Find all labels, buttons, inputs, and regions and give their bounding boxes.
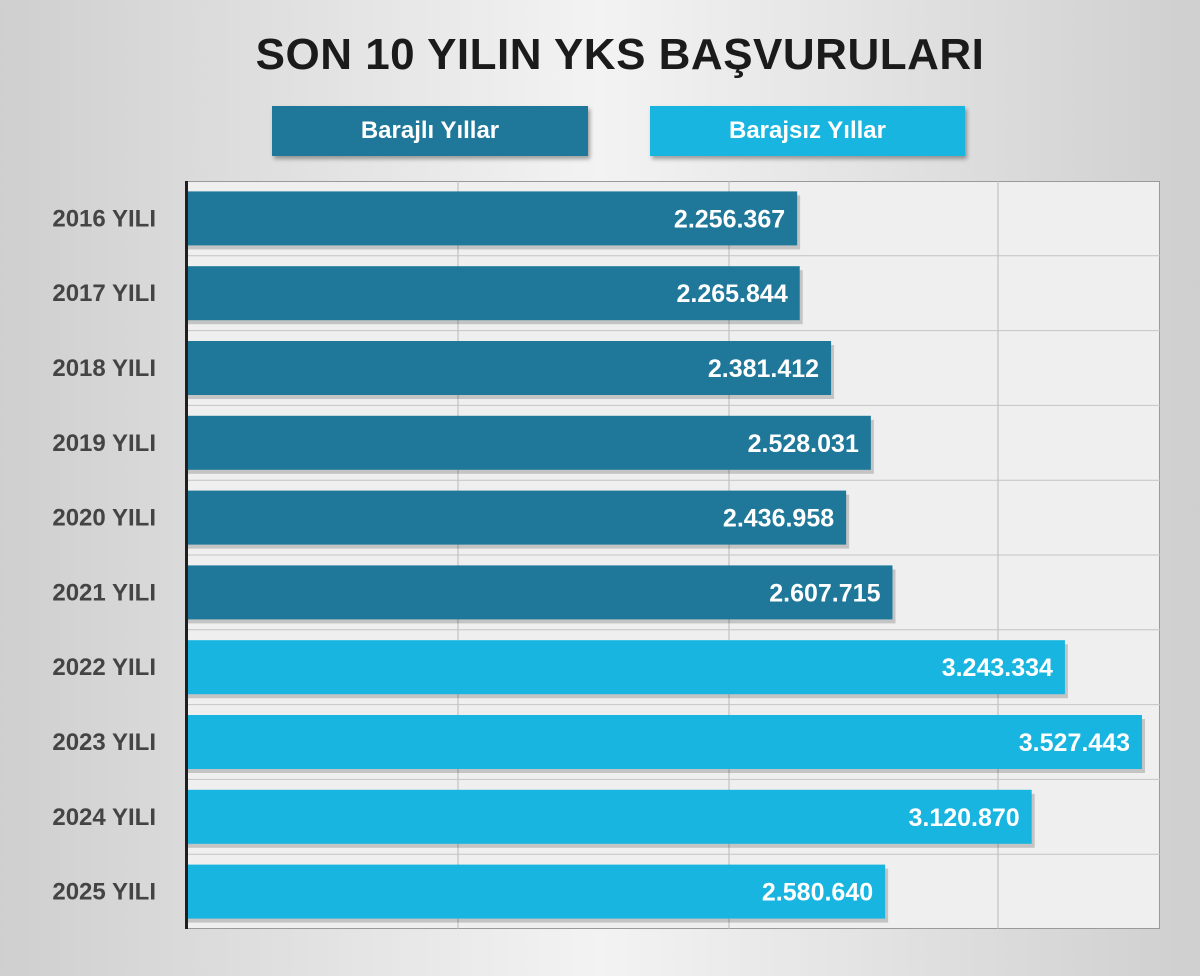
legend-label-barajli: Barajlı Yıllar — [360, 117, 500, 144]
data-label-2021: 2.607.715 — [769, 579, 880, 607]
bar-2022 — [185, 640, 1065, 695]
data-label-2022: 3.243.334 — [942, 654, 1053, 682]
bar-2019 — [185, 415, 871, 470]
category-label-2018: 2018 YILI — [52, 355, 156, 382]
data-label-2025: 2.580.640 — [762, 879, 873, 907]
category-label-2024: 2024 YILI — [52, 804, 156, 831]
category-label-2020: 2020 YILI — [52, 505, 156, 532]
category-label-2017: 2017 YILI — [52, 280, 156, 307]
category-label-2022: 2022 YILI — [52, 654, 156, 681]
category-label-2019: 2019 YILI — [52, 430, 156, 457]
bar-2021 — [185, 565, 893, 620]
category-label-2025: 2025 YILI — [52, 879, 156, 906]
bar-2023 — [185, 715, 1142, 769]
data-label-2016: 2.256.367 — [674, 205, 785, 233]
category-label-2021: 2021 YILI — [52, 579, 156, 606]
data-label-2023: 3.527.443 — [1019, 729, 1130, 757]
category-label-2023: 2023 YILI — [52, 729, 156, 756]
bar-2018 — [185, 341, 832, 395]
data-label-2024: 3.120.870 — [908, 804, 1019, 832]
bar-2024 — [185, 789, 1032, 844]
data-label-2020: 2.436.958 — [723, 505, 834, 533]
legend-item-barajsiz: Barajsız Yıllar — [650, 106, 965, 156]
category-label-2016: 2016 YILI — [52, 205, 156, 232]
legend-item-barajli: Barajlı Yıllar — [272, 106, 588, 156]
data-label-2018: 2.381.412 — [708, 355, 819, 383]
data-label-2017: 2.265.844 — [677, 280, 788, 308]
data-label-2019: 2.528.031 — [748, 430, 859, 458]
bar-2016 — [185, 191, 798, 246]
bar-2017 — [185, 266, 800, 321]
y-axis-line — [185, 181, 188, 929]
bar-2025 — [185, 864, 886, 919]
legend-label-barajsiz: Barajsız Yıllar — [729, 117, 886, 144]
bar-2020 — [185, 490, 847, 545]
chart-title: SON 10 YILIN YKS BAŞVURULARI — [255, 30, 985, 79]
